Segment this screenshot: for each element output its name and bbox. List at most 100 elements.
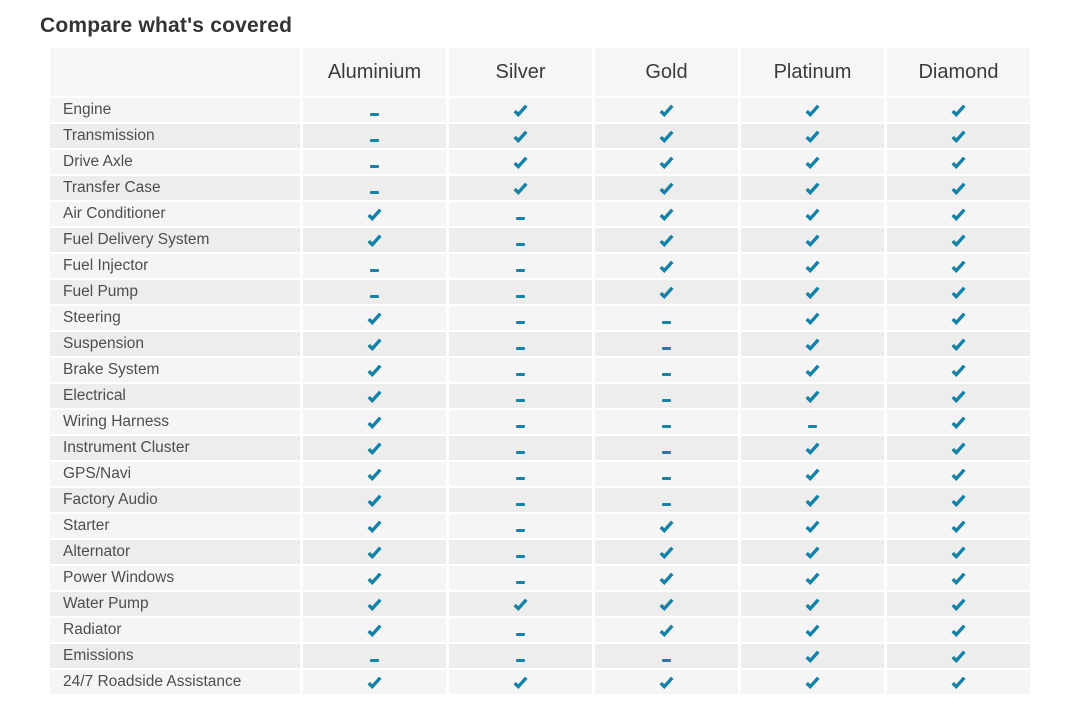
coverage-cell-aluminium	[303, 670, 446, 694]
check-icon	[659, 182, 674, 195]
coverage-cell-silver	[449, 436, 592, 460]
check-icon	[805, 494, 820, 507]
check-icon	[805, 130, 820, 143]
coverage-cell-gold	[595, 670, 738, 694]
coverage-cell-gold	[595, 176, 738, 200]
coverage-cell-silver	[449, 254, 592, 278]
coverage-cell-platinum	[741, 618, 884, 642]
coverage-cell-gold	[595, 618, 738, 642]
column-header-aluminium: Aluminium	[303, 48, 446, 96]
row-label: Fuel Pump	[50, 280, 300, 304]
coverage-cell-diamond	[887, 306, 1030, 330]
coverage-cell-silver	[449, 462, 592, 486]
check-icon	[513, 156, 528, 169]
coverage-cell-diamond	[887, 358, 1030, 382]
coverage-cell-diamond	[887, 436, 1030, 460]
row-label: Transfer Case	[50, 176, 300, 200]
row-label: Radiator	[50, 618, 300, 642]
check-icon	[367, 572, 382, 585]
check-icon	[951, 494, 966, 507]
coverage-cell-aluminium	[303, 462, 446, 486]
coverage-cell-platinum	[741, 644, 884, 668]
table-row: Fuel Pump	[50, 280, 1030, 304]
check-icon	[951, 390, 966, 403]
check-icon	[805, 468, 820, 481]
dash-icon	[370, 295, 379, 298]
check-icon	[367, 468, 382, 481]
check-icon	[805, 598, 820, 611]
check-icon	[367, 442, 382, 455]
dash-icon	[516, 503, 525, 506]
check-icon	[367, 598, 382, 611]
check-icon	[659, 286, 674, 299]
dash-icon	[516, 529, 525, 532]
coverage-cell-gold	[595, 228, 738, 252]
dash-icon	[370, 139, 379, 142]
table-row: Steering	[50, 306, 1030, 330]
coverage-cell-gold	[595, 462, 738, 486]
coverage-cell-gold	[595, 410, 738, 434]
check-icon	[367, 338, 382, 351]
check-icon	[367, 208, 382, 221]
coverage-cell-aluminium	[303, 202, 446, 226]
row-label: Starter	[50, 514, 300, 538]
dash-icon	[370, 113, 379, 116]
check-icon	[805, 338, 820, 351]
row-label: Drive Axle	[50, 150, 300, 174]
check-icon	[805, 234, 820, 247]
coverage-cell-aluminium	[303, 306, 446, 330]
dash-icon	[516, 633, 525, 636]
check-icon	[513, 598, 528, 611]
dash-icon	[808, 425, 817, 428]
dash-icon	[516, 659, 525, 662]
coverage-cell-silver	[449, 202, 592, 226]
dash-icon	[516, 425, 525, 428]
coverage-cell-platinum	[741, 436, 884, 460]
coverage-cell-aluminium	[303, 384, 446, 408]
table-row: Water Pump	[50, 592, 1030, 616]
table-body: Engine Transmission Drive Axle Transfer Cas…	[50, 98, 1030, 694]
dash-icon	[516, 477, 525, 480]
coverage-cell-platinum	[741, 254, 884, 278]
coverage-cell-diamond	[887, 670, 1030, 694]
check-icon	[659, 520, 674, 533]
check-icon	[805, 312, 820, 325]
coverage-cell-aluminium	[303, 410, 446, 434]
check-icon	[951, 312, 966, 325]
row-label: Factory Audio	[50, 488, 300, 512]
row-label: 24/7 Roadside Assistance	[50, 670, 300, 694]
coverage-cell-aluminium	[303, 124, 446, 148]
coverage-cell-platinum	[741, 462, 884, 486]
dash-icon	[516, 321, 525, 324]
coverage-cell-platinum	[741, 540, 884, 564]
table-row: 24/7 Roadside Assistance	[50, 670, 1030, 694]
check-icon	[513, 104, 528, 117]
table-row: Fuel Delivery System	[50, 228, 1030, 252]
coverage-cell-aluminium	[303, 488, 446, 512]
coverage-cell-gold	[595, 384, 738, 408]
row-label: Instrument Cluster	[50, 436, 300, 460]
table-row: Emissions	[50, 644, 1030, 668]
coverage-cell-silver	[449, 670, 592, 694]
coverage-cell-diamond	[887, 410, 1030, 434]
coverage-cell-platinum	[741, 670, 884, 694]
dash-icon	[516, 373, 525, 376]
check-icon	[513, 182, 528, 195]
check-icon	[951, 520, 966, 533]
coverage-cell-silver	[449, 228, 592, 252]
check-icon	[659, 572, 674, 585]
coverage-cell-silver	[449, 150, 592, 174]
dash-icon	[662, 347, 671, 350]
dash-icon	[370, 165, 379, 168]
coverage-cell-gold	[595, 488, 738, 512]
coverage-cell-silver	[449, 280, 592, 304]
check-icon	[951, 104, 966, 117]
coverage-cell-diamond	[887, 150, 1030, 174]
row-label: GPS/Navi	[50, 462, 300, 486]
coverage-cell-gold	[595, 332, 738, 356]
row-label: Fuel Delivery System	[50, 228, 300, 252]
coverage-cell-gold	[595, 306, 738, 330]
coverage-cell-aluminium	[303, 228, 446, 252]
check-icon	[805, 182, 820, 195]
coverage-cell-platinum	[741, 150, 884, 174]
